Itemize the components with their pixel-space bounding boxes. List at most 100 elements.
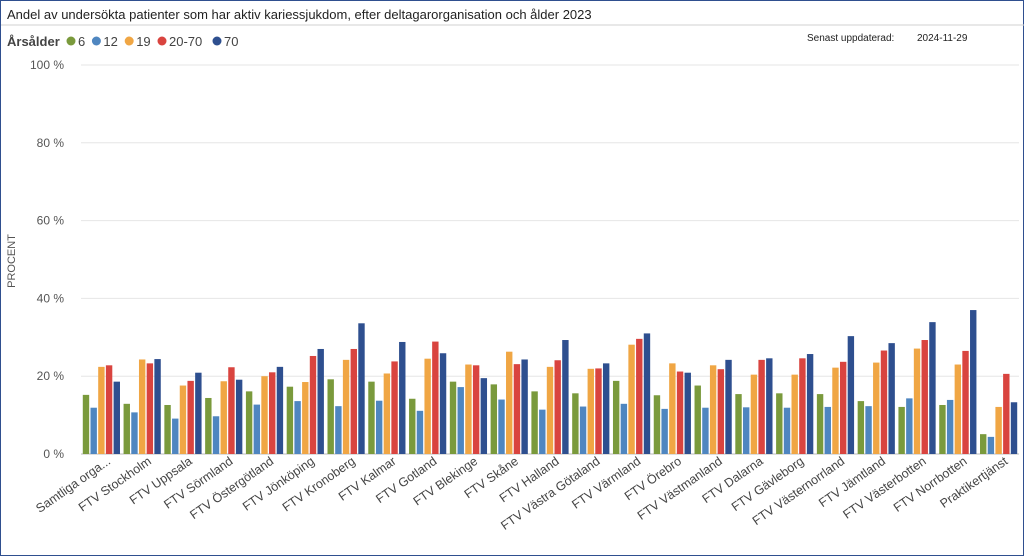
bar: FTV Uppsala — 6: 12.6 <box>164 404 171 454</box>
legend-label-70[interactable]: 70 <box>224 34 238 49</box>
legend-marker-20-70 <box>157 36 167 46</box>
bar: FTV Östergötland — 19: 20 <box>261 376 268 454</box>
bar: FTV Kronoberg — 70: 33.6 <box>358 323 365 454</box>
bar: FTV Gotland — 12: 11.1 <box>416 410 424 454</box>
bar: FTV Sörmland — 19: 18.7 <box>220 381 227 454</box>
bar: FTV Jämtland — 12: 12.3 <box>865 406 872 454</box>
y-tick-label: 60 % <box>37 214 65 228</box>
legend-label-20-70[interactable]: 20-70 <box>169 34 202 49</box>
y-tick-label: 0 % <box>43 447 64 461</box>
bar: FTV Gävleborg — 20-70: 24.6 <box>799 358 806 454</box>
bar: FTV Västerbotten — 6: 12.1 <box>898 406 905 454</box>
bars: Samtliga orga... — 6: 15.2Samtliga orga.… <box>82 310 1018 454</box>
bar: FTV Skåne — 19: 26.3 <box>506 351 513 454</box>
bar: FTV Jämtland — 19: 23.5 <box>873 362 880 454</box>
bar: FTV Stockholm — 6: 12.9 <box>123 403 130 454</box>
bar: FTV Örebro — 70: 20.9 <box>684 372 691 454</box>
legend[interactable]: 6 12 19 20-70 70 <box>66 34 239 49</box>
bar: FTV Dalarna — 12: 12 <box>743 407 750 454</box>
legend-marker-70 <box>212 36 222 46</box>
bar: FTV Örebro — 6: 15.1 <box>653 395 661 454</box>
bar: FTV Blekinge — 20-70: 22.8 <box>472 365 480 454</box>
bar: FTV Västernorrland — 6: 15.4 <box>816 394 824 454</box>
bar: FTV Uppsala — 19: 17.6 <box>179 385 187 454</box>
bar: FTV Västra Götaland — 70: 23.3 <box>602 363 610 454</box>
bar: FTV Norrbotten — 6: 12.6 <box>939 404 946 454</box>
bar: FTV Jönköping — 19: 18.5 <box>302 382 309 454</box>
bar: Samtliga orga... — 70: 18.6 <box>113 381 120 454</box>
legend-label-12[interactable]: 12 <box>103 34 117 49</box>
bar: FTV Jönköping — 70: 27 <box>317 348 324 454</box>
bar: FTV Västmanland — 6: 17.6 <box>694 385 701 454</box>
y-axis-label: PROCENT <box>6 234 18 288</box>
bar: FTV Västernorrland — 70: 30.3 <box>847 336 855 454</box>
bar: FTV Uppsala — 12: 9.1 <box>172 418 179 454</box>
bar: FTV Östergötland — 12: 12.7 <box>253 404 261 454</box>
bar: FTV Kalmar — 19: 20.7 <box>383 373 391 454</box>
bar: FTV Sörmland — 6: 14.4 <box>205 397 212 454</box>
bar: FTV Jönköping — 12: 13.6 <box>294 401 301 454</box>
bar: FTV Jämtland — 70: 28.5 <box>888 343 895 454</box>
bar: FTV Jönköping — 6: 17.3 <box>286 386 294 454</box>
bar: FTV Västernorrland — 19: 22.2 <box>832 367 839 454</box>
bar: Samtliga orga... — 12: 11.9 <box>90 407 97 454</box>
bar: FTV Gotland — 6: 14.2 <box>409 398 416 454</box>
bar: FTV Norrbotten — 19: 23 <box>954 364 962 454</box>
x-tick-label: FTV Värmland <box>569 454 643 512</box>
bar: FTV Västerbotten — 19: 27.1 <box>913 348 921 454</box>
bar: FTV Östergötland — 70: 22.4 <box>276 366 284 454</box>
bar: FTV Halland — 6: 16.1 <box>531 391 538 454</box>
legend-label-6[interactable]: 6 <box>78 34 85 49</box>
bar: FTV Skåne — 20-70: 23.1 <box>513 364 521 454</box>
bar: FTV Västra Götaland — 20-70: 22 <box>595 368 602 454</box>
bar: FTV Östergötland — 20-70: 21 <box>269 372 276 454</box>
bar: FTV Skåne — 6: 17.9 <box>490 384 498 454</box>
bar: FTV Kalmar — 12: 13.7 <box>375 400 383 454</box>
bar: FTV Jämtland — 6: 13.6 <box>857 401 865 454</box>
bar: Praktikertjänst — 20-70: 20.6 <box>1003 373 1010 454</box>
bar: FTV Sörmland — 12: 9.7 <box>212 416 220 454</box>
bar: FTV Gotland — 20-70: 28.9 <box>432 341 439 454</box>
updated-label: Senast uppdaterad: <box>807 33 894 44</box>
legend-label-19[interactable]: 19 <box>136 34 150 49</box>
bar: FTV Norrbotten — 20-70: 26.5 <box>962 350 969 454</box>
bar: FTV Västerbotten — 20-70: 29.3 <box>921 340 928 454</box>
bar: FTV Blekinge — 70: 19.5 <box>480 378 488 454</box>
bar: FTV Stockholm — 70: 24.4 <box>154 359 161 454</box>
bar: FTV Västerbotten — 70: 33.9 <box>929 322 936 454</box>
bar: FTV Värmland — 12: 12.9 <box>620 403 628 454</box>
bar: FTV Västra Götaland — 19: 21.9 <box>587 368 594 454</box>
bar: FTV Kronoberg — 6: 19.2 <box>327 379 334 454</box>
bar: FTV Kalmar — 70: 28.8 <box>399 341 406 454</box>
chart-title: Andel av undersökta patienter som har ak… <box>7 7 592 22</box>
bar: FTV Jönköping — 20-70: 25.2 <box>309 355 317 454</box>
bar: Praktikertjänst — 12: 4.4 <box>987 436 995 454</box>
bar: FTV Gävleborg — 12: 11.9 <box>783 407 791 454</box>
bar: FTV Halland — 12: 11.4 <box>539 409 546 454</box>
bar: FTV Värmland — 19: 28.1 <box>628 344 635 454</box>
y-tick-label: 20 % <box>37 369 65 383</box>
bar: FTV Värmland — 6: 18.8 <box>612 380 620 454</box>
bar: FTV Sörmland — 20-70: 22.3 <box>228 367 235 454</box>
bar: FTV Jämtland — 20-70: 26.6 <box>880 350 888 454</box>
bar: FTV Halland — 19: 22.4 <box>546 366 554 454</box>
bar: FTV Gävleborg — 19: 20.4 <box>791 374 798 454</box>
bar: FTV Uppsala — 70: 20.9 <box>195 372 202 454</box>
y-axis: 0 % 20 % 40 % 60 % 80 % 100 % <box>30 58 64 461</box>
bar: FTV Blekinge — 19: 23 <box>465 364 472 454</box>
bar: FTV Gävleborg — 6: 15.6 <box>776 393 783 454</box>
bar: FTV Gotland — 19: 24.5 <box>424 358 431 454</box>
bar: FTV Uppsala — 20-70: 18.8 <box>187 380 194 454</box>
bar: FTV Västernorrland — 20-70: 23.7 <box>839 361 847 454</box>
bar: FTV Västmanland — 19: 22.8 <box>709 365 717 454</box>
bar: FTV Kronoberg — 20-70: 27 <box>350 348 357 454</box>
bar: FTV Dalarna — 19: 20.4 <box>750 374 758 454</box>
bar: FTV Västra Götaland — 12: 12.2 <box>579 406 587 454</box>
bar: FTV Stockholm — 12: 10.7 <box>131 412 138 454</box>
y-tick-label: 80 % <box>37 136 65 150</box>
bar: FTV Västmanland — 12: 11.9 <box>702 407 709 454</box>
bar: FTV Stockholm — 19: 24.3 <box>138 359 146 454</box>
